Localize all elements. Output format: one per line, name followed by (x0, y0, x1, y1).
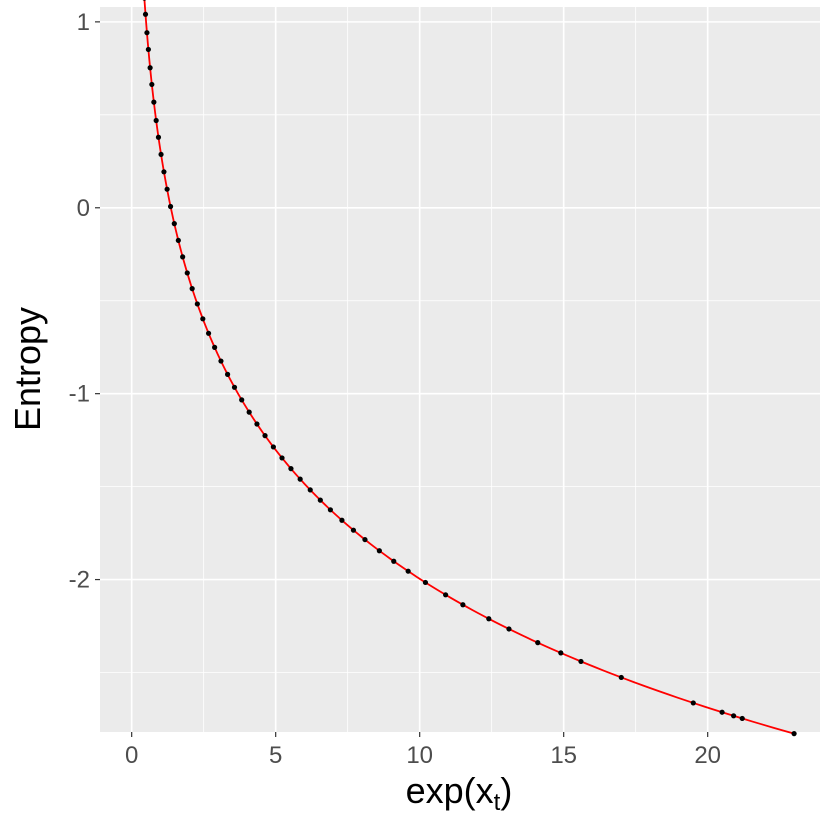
data-point (144, 30, 150, 36)
panel-background (100, 7, 820, 732)
data-points (142, 0, 797, 737)
data-point (153, 117, 159, 124)
x-tick-label: 10 (406, 742, 433, 769)
data-point (362, 536, 368, 543)
data-point (239, 397, 245, 403)
data-point (376, 548, 382, 554)
data-point (189, 286, 195, 292)
data-point (218, 358, 224, 364)
x-axis-ticks: 0 5 10 15 20 (125, 732, 721, 769)
data-point (350, 527, 357, 533)
data-point (164, 186, 170, 192)
data-point (149, 81, 155, 88)
data-point (145, 46, 151, 53)
data-point (731, 713, 737, 719)
data-point (184, 270, 190, 276)
grid (100, 7, 820, 732)
x-tick-label: 5 (269, 742, 282, 769)
data-point (719, 709, 725, 715)
x-axis-title-subscript: t (494, 789, 501, 816)
y-tick-label: -1 (69, 381, 90, 408)
data-point (339, 517, 345, 523)
data-point (460, 602, 466, 608)
data-point (486, 616, 492, 622)
x-tick-label: 0 (125, 742, 138, 769)
data-point (262, 433, 268, 439)
data-point (155, 134, 162, 140)
data-point (142, 0, 147, 1)
data-point (194, 301, 200, 307)
data-point (618, 674, 624, 681)
data-point (246, 409, 252, 415)
data-point (506, 626, 512, 632)
x-axis-title-main: exp(x (406, 770, 494, 811)
x-axis-title: exp(xt) (406, 770, 513, 816)
data-point (171, 221, 177, 227)
x-axis-title-close: ) (500, 770, 512, 811)
data-point (791, 731, 797, 737)
fitted-curve (143, 0, 795, 735)
data-point (279, 455, 285, 461)
x-tick-label: 20 (694, 742, 721, 769)
data-point (317, 497, 323, 503)
data-point (158, 151, 164, 158)
data-point (288, 466, 294, 472)
data-point (443, 592, 449, 598)
y-tick-label: -2 (69, 567, 90, 594)
data-point (254, 421, 260, 427)
data-point (405, 568, 411, 574)
data-point (205, 330, 212, 336)
data-point (151, 99, 157, 105)
y-axis-title: Entropy (7, 307, 48, 431)
data-point (739, 715, 745, 722)
data-point (167, 203, 174, 210)
y-axis-ticks: 1 0 -1 -2 (69, 9, 100, 594)
data-point (297, 476, 303, 482)
data-point (231, 384, 238, 390)
data-point (175, 237, 181, 244)
y-tick-label: 1 (77, 9, 90, 36)
data-point (422, 579, 429, 586)
data-point (142, 11, 149, 17)
y-tick-label: 0 (77, 195, 90, 222)
data-point (212, 344, 218, 350)
data-point (307, 487, 313, 493)
data-point (391, 558, 397, 564)
data-point (224, 371, 231, 377)
data-point (200, 316, 206, 322)
data-point (270, 444, 276, 450)
data-point (690, 700, 696, 706)
data-point (535, 640, 541, 646)
data-point (180, 254, 186, 260)
data-point (558, 650, 564, 656)
data-point (161, 169, 167, 175)
data-point (147, 65, 153, 71)
x-tick-label: 15 (550, 742, 577, 769)
data-point (327, 507, 333, 513)
data-point (578, 658, 584, 665)
